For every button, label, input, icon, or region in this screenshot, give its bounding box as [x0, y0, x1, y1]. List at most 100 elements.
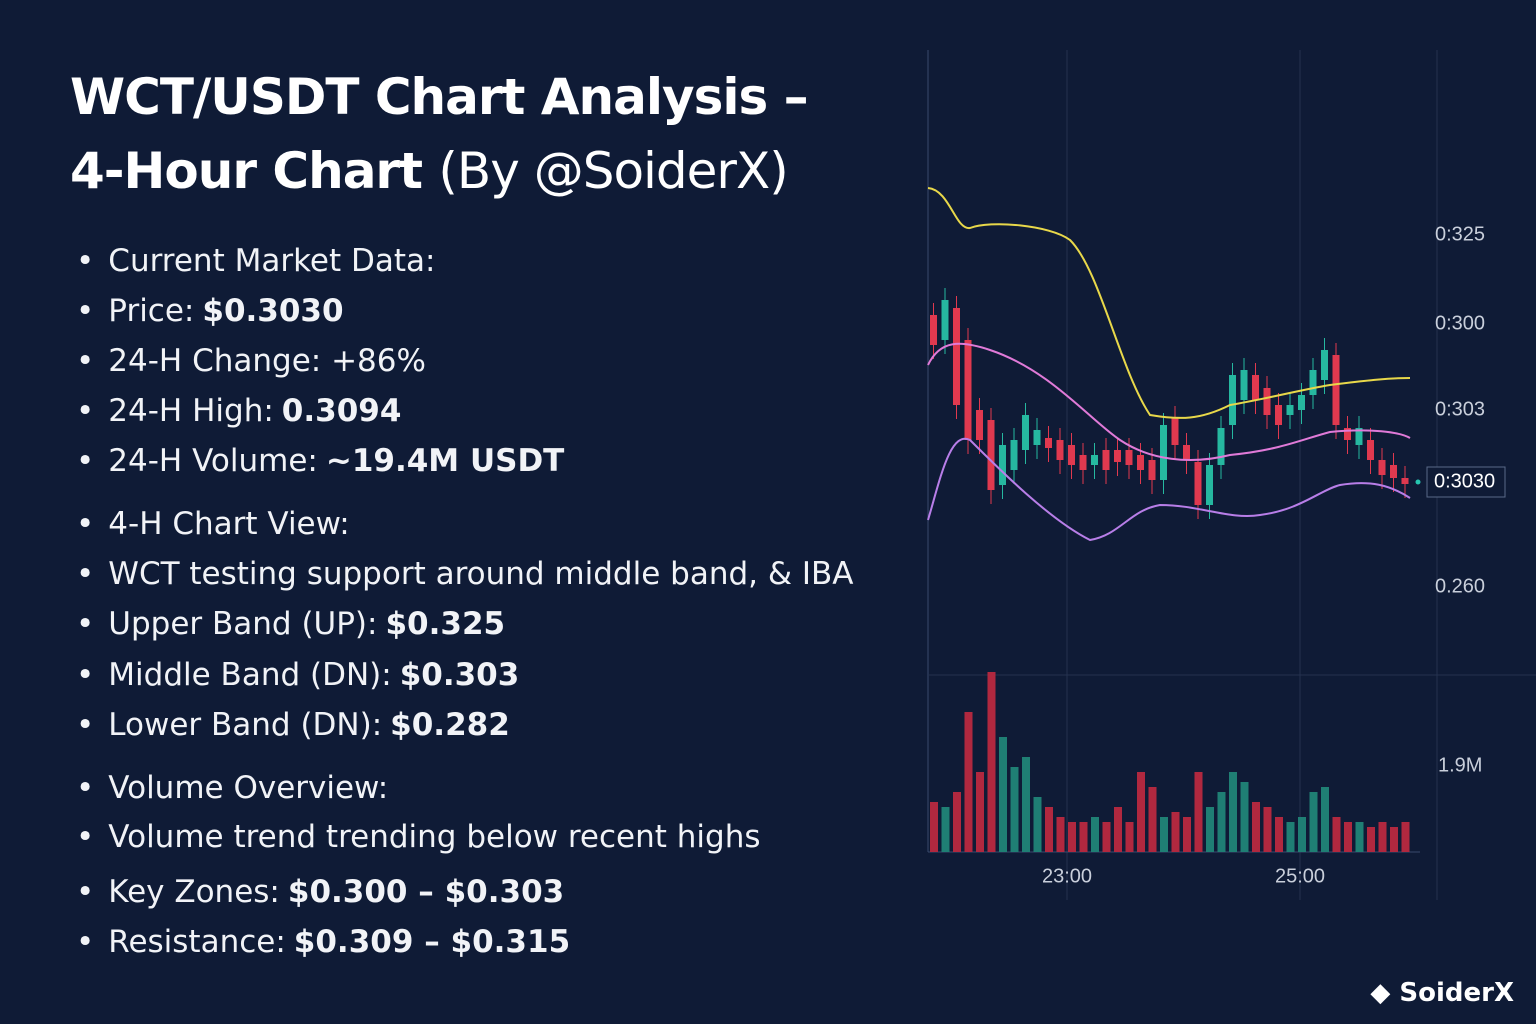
volume-bar	[1056, 817, 1065, 852]
volume-bar	[1125, 822, 1134, 852]
title-line: WCT/USDT Chart Analysis –	[70, 68, 809, 126]
volume-bar	[1286, 822, 1295, 852]
y-label: 0.260	[1435, 575, 1485, 597]
candle-body	[1355, 428, 1363, 445]
volume-bar	[1240, 782, 1249, 852]
volume-bars	[930, 672, 1410, 852]
volume-bar	[1321, 787, 1329, 852]
bullet: 24-H Change: +86%	[76, 343, 426, 379]
volume-bar	[1298, 817, 1306, 852]
candle-body	[1022, 415, 1029, 450]
volume-bar	[1252, 802, 1260, 852]
candle-body	[1298, 395, 1305, 410]
bullet-label: 4-H Chart View:	[108, 506, 350, 542]
bullet-label: Key Zones:	[108, 874, 280, 910]
volume-bar	[1045, 807, 1053, 852]
bullet-value: ~19.4M USDT	[325, 443, 565, 479]
title-bold: 4-Hour Chart	[70, 142, 423, 200]
candle-body	[1091, 455, 1098, 465]
bullet-label: Volume Overview:	[108, 770, 389, 806]
bullet: Middle Band (DN):$0.303	[76, 657, 519, 693]
volume-bar	[1378, 822, 1387, 852]
bullet-label: 24-H Change: +86%	[108, 343, 426, 379]
bullet-label: Resistance:	[108, 924, 286, 960]
price-tag	[1426, 466, 1506, 498]
watermark: ◆ SoiderX	[1370, 978, 1514, 1008]
bullet: Volume trend trending below recent highs	[76, 819, 761, 855]
candle-body	[1390, 465, 1397, 478]
volume-bar	[976, 772, 984, 852]
candle-body	[1194, 462, 1202, 505]
volume-bar	[1171, 812, 1180, 852]
y-label: 0:3030	[1434, 470, 1495, 492]
volume-bar	[1114, 807, 1122, 852]
candle-body	[1378, 460, 1386, 475]
volume-bar	[987, 672, 996, 852]
watermark-text: SoiderX	[1399, 978, 1514, 1008]
candle-body	[1344, 428, 1351, 440]
bullet-label: Price:	[108, 293, 195, 329]
candle-body	[1401, 478, 1409, 484]
candle-body	[1286, 405, 1294, 415]
volume-bar	[1206, 807, 1214, 852]
title-line: 4-Hour Chart (By @SoiderX)	[70, 142, 789, 200]
volume-label: 1.9M	[1438, 754, 1482, 776]
volume-bar	[1091, 817, 1099, 852]
bullet-label: 24-H High:	[108, 393, 274, 429]
candle-body	[1079, 455, 1087, 470]
bullet: 24-H High:0.3094	[76, 393, 401, 429]
y-label: 0:300	[1435, 312, 1485, 334]
volume-bar	[1102, 822, 1111, 852]
volume-bar	[1010, 767, 1019, 852]
candle-body	[1321, 350, 1328, 380]
candle-body	[1252, 375, 1259, 400]
candle-body	[953, 308, 960, 405]
candle-body	[1068, 445, 1075, 465]
volume-bar	[1148, 787, 1157, 852]
volume-bar	[1229, 772, 1237, 852]
bullet-value: 0.3094	[281, 393, 402, 429]
bullet: Resistance:$0.309 – $0.315	[76, 924, 570, 960]
candle-body	[1045, 438, 1052, 448]
volume-bar	[1183, 817, 1191, 852]
volume-bar	[1275, 817, 1283, 852]
bullet: Upper Band (UP):$0.325	[76, 606, 505, 642]
bullet-label: 24-H Volume:	[108, 443, 318, 479]
volume-bar	[1033, 797, 1042, 852]
bullet: Volume Overview:	[76, 770, 388, 806]
volume-bar	[1217, 792, 1226, 852]
candle-body	[1367, 440, 1374, 460]
candle-body	[1171, 418, 1179, 445]
x-label: 25:00	[1275, 865, 1325, 887]
volume-bar	[999, 737, 1007, 852]
volume-bar	[1160, 817, 1168, 852]
candle-body	[1217, 428, 1225, 465]
volume-bar	[1194, 772, 1203, 852]
volume-bar	[1309, 792, 1318, 852]
bullet-label: Upper Band (UP):	[108, 606, 378, 642]
bullet: Lower Band (DN):$0.282	[76, 707, 510, 743]
candle-body	[941, 300, 949, 340]
candle-body	[999, 445, 1006, 485]
volume-bar	[1344, 822, 1352, 852]
bullet: Price:$0.3030	[76, 293, 344, 329]
bullet-label: Volume trend trending below recent highs	[108, 819, 761, 855]
price-dot	[1415, 479, 1421, 485]
candle-body	[976, 410, 983, 440]
candle-body	[930, 315, 937, 345]
y-label: 0:303	[1435, 398, 1485, 420]
candle-body	[1206, 465, 1213, 505]
volume-bar	[1068, 822, 1076, 852]
upper-band-line	[927, 187, 1411, 419]
bullet: Current Market Data:	[76, 243, 435, 279]
candle-body	[1332, 355, 1340, 425]
volume-bar	[1332, 817, 1341, 852]
bullet: 24-H Volume:~19.4M USDT	[76, 443, 564, 479]
x-label: 23:00	[1042, 865, 1092, 887]
bullet-value: $0.303	[399, 657, 520, 693]
bullet-value: $0.3030	[202, 293, 344, 329]
candle-body	[1309, 370, 1317, 395]
volume-bar	[1367, 827, 1375, 852]
